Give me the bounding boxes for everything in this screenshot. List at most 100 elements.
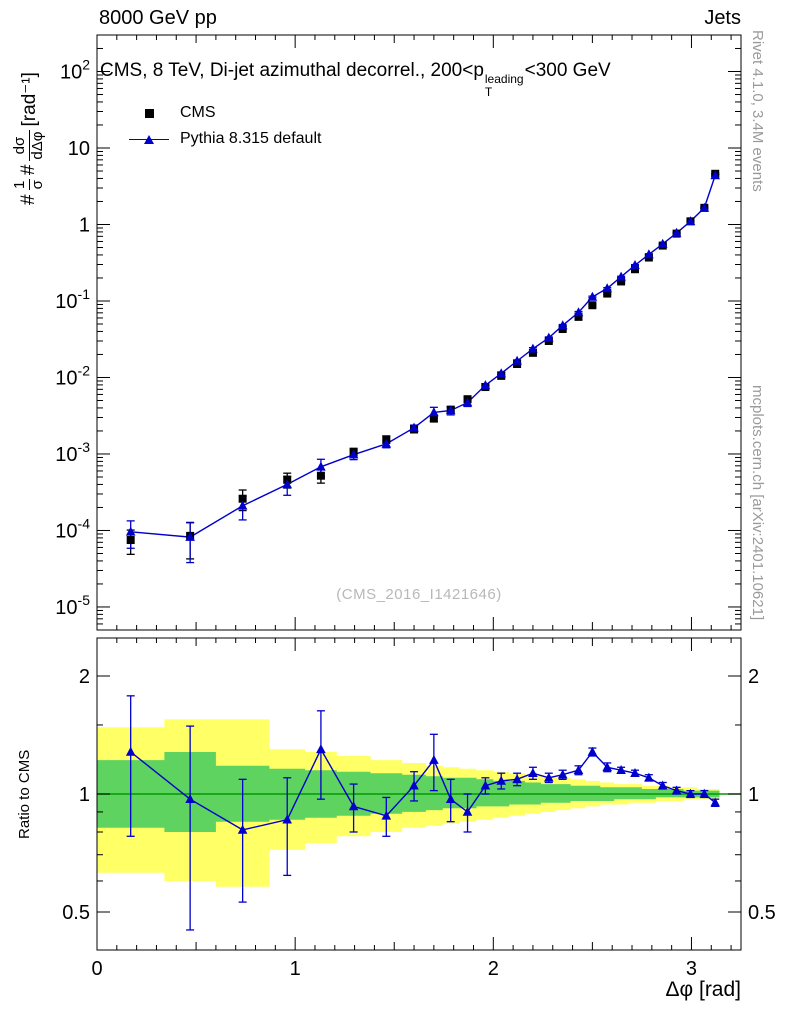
pythia-ratio-point <box>348 801 359 811</box>
y-tick-label: 10-4 <box>55 515 90 542</box>
pythia-ratio-point <box>282 814 292 824</box>
cms-data-point <box>617 277 626 286</box>
pythia-ratio-point <box>630 768 640 777</box>
pythia-data-point <box>630 260 640 269</box>
rivet-version-label: Rivet 4.1.0, 3.4M events <box>749 30 766 192</box>
analysis-id-watermark: (CMS_2016_I1421646) <box>336 586 502 603</box>
pythia-ratio-point <box>445 794 456 803</box>
pythia-marker-cell <box>126 132 172 146</box>
pythia-data-point <box>409 422 419 432</box>
pythia-data-point <box>557 320 568 330</box>
ylabel-hash-2: # <box>18 164 39 176</box>
pythia-triangle-marker-icon <box>144 134 154 144</box>
y-tick-label: 10-1 <box>55 286 90 313</box>
ylabel-hash-1: # <box>18 194 39 205</box>
y-tick-label: 10-5 <box>55 592 90 619</box>
tick-label: 2 <box>748 666 759 688</box>
pt-subscript: T <box>484 84 493 99</box>
pythia-ratio-point <box>710 797 720 807</box>
pythia-data-point <box>125 526 136 536</box>
pythia-ratio-point <box>429 754 439 764</box>
pythia-ratio-point <box>125 746 136 756</box>
tick-label: 0.5 <box>748 902 776 924</box>
beam-energy-label: 8000 GeV pp <box>99 7 217 29</box>
pythia-data-point <box>381 438 392 448</box>
legend-label-cms: CMS <box>180 104 216 121</box>
tick-label: 1 <box>748 784 759 806</box>
pythia-ratio-point <box>544 772 554 782</box>
ratio-y-axis-label: Ratio to CMS <box>16 749 33 839</box>
pythia-ratio-point <box>185 794 195 803</box>
pythia-data-point <box>185 531 195 541</box>
pythia-data-point <box>699 202 710 212</box>
x-axis-label: Δφ [rad] <box>665 978 742 1001</box>
legend-item-pythia: Pythia 8.315 default <box>126 126 321 152</box>
pythia-data-point <box>429 407 439 417</box>
pythia-ratio-point <box>657 780 668 790</box>
pythia-ratio-point <box>462 806 473 816</box>
pythia-data-point <box>671 227 682 237</box>
pythia-data-point <box>462 397 473 407</box>
tick-label: 1 <box>79 784 90 806</box>
cms-data-point <box>429 414 438 423</box>
pythia-ratio-point <box>699 788 710 798</box>
cms-square-marker-icon <box>144 108 154 118</box>
pythia-data-point <box>602 283 612 293</box>
tick-label: 3 <box>686 958 697 980</box>
pythia-data-point <box>496 368 506 378</box>
pt-supsub: leading T <box>485 73 524 98</box>
pythia-data-point <box>348 449 359 459</box>
pythia-ratio-point <box>616 765 626 774</box>
tick-label: 0 <box>91 958 102 980</box>
pythia-data-point <box>528 343 538 353</box>
legend: CMS Pythia 8.315 default <box>126 100 321 152</box>
cms-data-point <box>603 289 612 298</box>
pythia-ratio-point <box>316 744 326 754</box>
pythia-ratio-point <box>409 780 419 790</box>
pt-superscript: leading <box>484 72 524 86</box>
plot-title-suffix: <300 GeV <box>524 60 611 81</box>
pythia-data-point <box>237 500 248 510</box>
cms-data-point <box>588 301 597 310</box>
pythia-data-point <box>316 461 326 471</box>
cms-data-point <box>316 471 325 480</box>
plot-title-prefix: CMS, 8 TeV, Di-jet azimuthal decorrel., … <box>100 60 484 81</box>
pythia-line-main <box>130 175 716 538</box>
tick-label: 2 <box>79 666 90 688</box>
pythia-ratio-point <box>557 769 568 779</box>
tick-label: 2 <box>488 958 499 980</box>
analysis-group-label: Jets <box>704 7 741 29</box>
y-tick-label: 102 <box>60 56 90 83</box>
pythia-ratio-point <box>496 775 506 785</box>
pythia-ratio-point <box>528 768 538 777</box>
pythia-ratio-point <box>512 774 522 784</box>
legend-item-cms: CMS <box>126 100 321 126</box>
legend-label-pythia: Pythia 8.315 default <box>180 130 322 147</box>
y-tick-label: 10-2 <box>55 362 90 389</box>
mcplots-arxiv-label: mcplots.cern.ch [arXiv:2401.10621] <box>749 385 766 621</box>
pythia-ratio-point <box>644 772 654 782</box>
y-tick-label: 10-3 <box>55 439 90 466</box>
pythia-data-point <box>616 271 626 281</box>
cms-data-point <box>528 348 537 357</box>
y-tick-label: 10 <box>68 138 90 160</box>
tick-label: 1 <box>290 958 301 980</box>
pythia-ratio-point <box>671 785 682 795</box>
pythia-data-point <box>587 291 598 301</box>
pythia-data-point <box>544 332 554 342</box>
cms-data-point <box>126 536 135 545</box>
pythia-ratio-point <box>381 810 392 820</box>
plot-title: CMS, 8 TeV, Di-jet azimuthal decorrel., … <box>100 60 611 98</box>
pythia-data-point <box>657 238 668 248</box>
cms-data-point <box>574 312 583 321</box>
pythia-ratio-point <box>685 788 696 798</box>
cms-data-point <box>630 265 639 274</box>
pythia-data-point <box>445 405 456 415</box>
tick-label: 0.5 <box>62 902 90 924</box>
pythia-data-point <box>710 170 720 180</box>
pythia-ratio-point <box>480 780 491 790</box>
pythia-ratio-point <box>237 824 248 834</box>
